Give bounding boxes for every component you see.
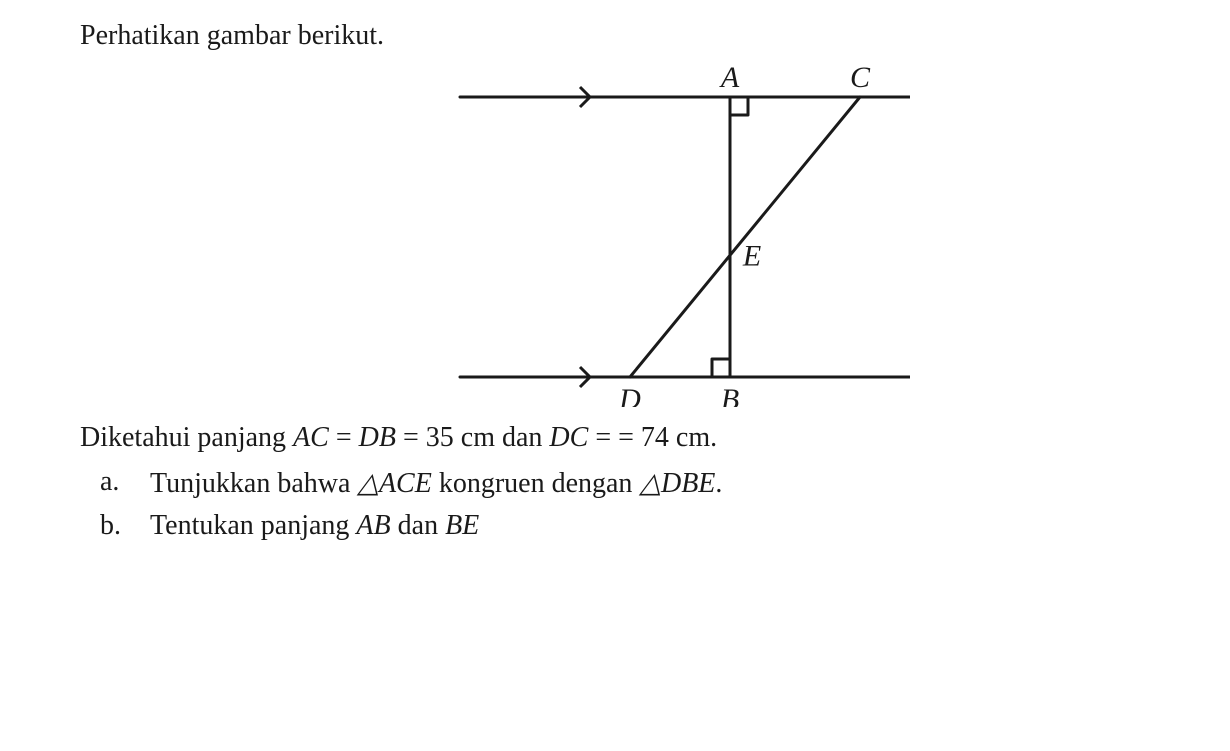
qa-p0: Tunjukkan bahwa bbox=[150, 468, 357, 499]
given-text: Diketahui panjang AC = DB = 35 cm dan DC… bbox=[80, 422, 1150, 454]
given-db: DB bbox=[359, 422, 396, 453]
given-prefix: Diketahui panjang bbox=[80, 422, 293, 453]
given-eq: = bbox=[329, 422, 359, 453]
svg-text:B: B bbox=[721, 383, 739, 407]
given-eq2: = bbox=[588, 422, 618, 453]
question-letter-b: b. bbox=[100, 510, 150, 542]
qb-p3: BE bbox=[445, 510, 479, 541]
intro-text: Perhatikan gambar berikut. bbox=[80, 20, 1150, 52]
geometry-diagram: A C D B E bbox=[450, 67, 910, 407]
qa-p4: . bbox=[715, 468, 722, 499]
qb-p1: AB bbox=[356, 510, 390, 541]
question-b: b. Tentukan panjang AB dan BE bbox=[100, 510, 1150, 542]
qa-p1: △ACE bbox=[357, 468, 431, 499]
qb-p2: dan bbox=[391, 510, 445, 541]
question-a: a. Tunjukkan bahwa △ACE kongruen dengan … bbox=[100, 466, 1150, 500]
given-dc: DC bbox=[549, 422, 588, 453]
svg-text:D: D bbox=[618, 383, 641, 407]
question-letter-a: a. bbox=[100, 466, 150, 500]
question-b-text: Tentukan panjang AB dan BE bbox=[150, 510, 479, 542]
svg-text:E: E bbox=[742, 239, 761, 272]
svg-text:A: A bbox=[719, 67, 740, 94]
given-ac: AC bbox=[293, 422, 329, 453]
given-val2: = 74 cm. bbox=[618, 422, 717, 453]
qa-p2: kongruen dengan bbox=[432, 468, 640, 499]
given-val1: = 35 cm dan bbox=[396, 422, 549, 453]
qb-p0: Tentukan panjang bbox=[150, 510, 356, 541]
svg-text:C: C bbox=[850, 67, 871, 94]
qa-p3: △DBE bbox=[639, 468, 715, 499]
diagram-container: A C D B E bbox=[80, 67, 1150, 407]
question-a-text: Tunjukkan bahwa △ACE kongruen dengan △DB… bbox=[150, 466, 722, 500]
question-list: a. Tunjukkan bahwa △ACE kongruen dengan … bbox=[80, 466, 1150, 542]
